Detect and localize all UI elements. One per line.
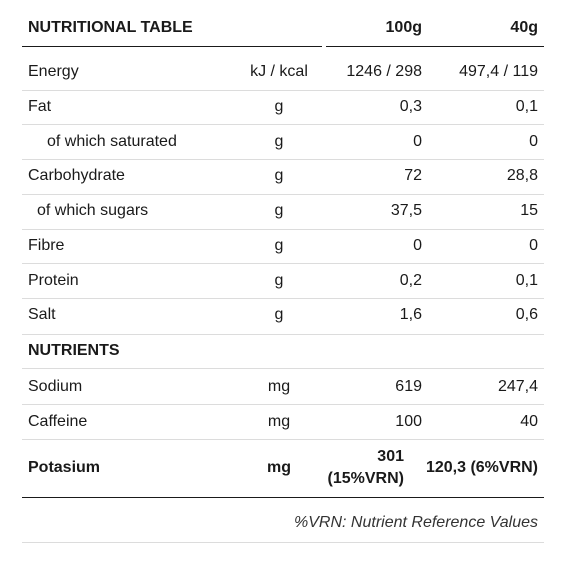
row-value-40g: 0 bbox=[529, 132, 538, 150]
table-row-potassium: Potasium mg 301 (15%VRN) 120,3 (6%VRN) bbox=[22, 439, 544, 497]
row-label: Carbohydrate bbox=[28, 167, 125, 185]
table-row: Carbohydrate g 72 28,8 bbox=[22, 159, 544, 194]
column-header-40g: 40g bbox=[510, 19, 538, 36]
row-label: Fat bbox=[28, 98, 52, 116]
table-row: Protein g 0,2 0,1 bbox=[22, 263, 544, 298]
table-row: of which sugars g 37,5 15 bbox=[22, 194, 544, 229]
row-label: Protein bbox=[28, 271, 79, 289]
row-divider bbox=[22, 124, 544, 126]
row-unit: g bbox=[274, 167, 284, 185]
bottom-divider bbox=[22, 542, 544, 543]
row-value-100g: 72 bbox=[404, 167, 422, 185]
row-value-100g: 619 bbox=[395, 377, 422, 395]
row-divider bbox=[22, 368, 544, 369]
row-value-40g: 0 bbox=[529, 236, 538, 254]
row-value-100g: 0 bbox=[413, 132, 422, 150]
row-divider bbox=[22, 334, 544, 335]
row-unit: g bbox=[274, 306, 284, 324]
value-100g-vrn: (15%VRN) bbox=[327, 470, 404, 487]
row-unit: g bbox=[274, 98, 284, 116]
row-value-40g: 40 bbox=[520, 412, 538, 430]
row-value-100g: 100 bbox=[395, 412, 422, 430]
row-value-100g: 1246 / 298 bbox=[346, 63, 422, 81]
row-divider bbox=[22, 439, 544, 440]
row-unit: mg bbox=[267, 459, 291, 476]
table-row: Sodium mg 619 247,4 bbox=[22, 369, 544, 404]
table-row: Caffeine mg 100 40 bbox=[22, 404, 544, 439]
header-divider-right bbox=[326, 46, 544, 47]
row-divider bbox=[22, 404, 544, 405]
table-title: NUTRITIONAL TABLE bbox=[28, 19, 193, 36]
table-row: of which saturated g 0 0 bbox=[22, 124, 544, 159]
footnote: %VRN: Nutrient Reference Values bbox=[294, 514, 538, 531]
row-value-40g: 497,4 / 119 bbox=[459, 63, 538, 81]
row-value-40g: 0,1 bbox=[515, 98, 538, 116]
row-unit: kJ / kcal bbox=[250, 63, 308, 81]
row-label: Fibre bbox=[28, 236, 65, 254]
table-row: Salt g 1,6 0,6 bbox=[22, 298, 544, 333]
row-value-100g: 37,5 bbox=[390, 202, 422, 220]
row-label: of which saturated bbox=[47, 132, 177, 150]
table-row: Energy kJ / kcal 1246 / 298 497,4 / 119 bbox=[22, 55, 544, 90]
row-value-40g: 28,8 bbox=[506, 167, 538, 185]
row-value-100g: 0,2 bbox=[399, 271, 422, 289]
row-divider bbox=[22, 263, 544, 265]
row-value-40g: 247,4 bbox=[497, 377, 538, 395]
row-value-40g: 0,6 bbox=[515, 306, 538, 324]
row-value-100g: 0 bbox=[413, 236, 422, 254]
nutrients-heading-row: NUTRIENTS bbox=[22, 334, 544, 368]
row-unit: g bbox=[274, 271, 284, 289]
row-label: Salt bbox=[28, 306, 56, 324]
row-value-40g: 15 bbox=[520, 202, 538, 220]
row-label: Energy bbox=[28, 63, 79, 81]
row-unit: g bbox=[274, 202, 284, 220]
nutrients-heading: NUTRIENTS bbox=[28, 342, 120, 359]
row-value-40g: 0,1 bbox=[515, 271, 538, 289]
row-label: Caffeine bbox=[28, 412, 88, 430]
row-unit: mg bbox=[267, 377, 291, 395]
row-divider bbox=[22, 89, 544, 91]
row-divider bbox=[22, 159, 544, 161]
row-unit: g bbox=[274, 236, 284, 254]
row-divider bbox=[22, 228, 544, 230]
row-label: Potasium bbox=[28, 459, 101, 476]
row-value-100g: 301 (15%VRN) bbox=[312, 439, 404, 497]
row-value-100g: 1,6 bbox=[399, 306, 422, 324]
row-value-100g: 0,3 bbox=[399, 98, 422, 116]
row-divider bbox=[22, 193, 544, 195]
table-row: Fibre g 0 0 bbox=[22, 229, 544, 264]
table-row: Fat g 0,3 0,1 bbox=[22, 90, 544, 125]
footer-divider bbox=[22, 497, 544, 498]
row-unit: mg bbox=[267, 412, 291, 430]
row-label: of which sugars bbox=[37, 202, 149, 220]
column-header-100g: 100g bbox=[385, 19, 422, 36]
header-divider bbox=[22, 46, 322, 47]
value-100g-amount: 301 bbox=[377, 448, 404, 465]
row-divider bbox=[22, 297, 544, 299]
table-header: NUTRITIONAL TABLE 100g 40g bbox=[22, 10, 544, 46]
row-unit: g bbox=[274, 132, 284, 150]
row-label: Sodium bbox=[28, 377, 83, 395]
row-value-40g: 120,3 (6%VRN) bbox=[425, 459, 538, 476]
